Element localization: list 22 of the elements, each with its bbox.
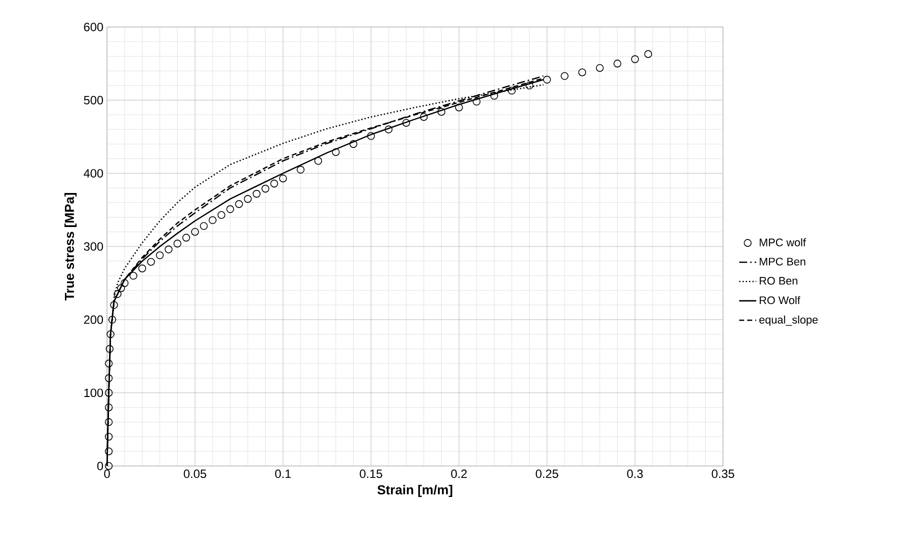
y-tick-label: 500 (84, 96, 104, 104)
legend-label: MPC Ben (760, 258, 806, 266)
x-tick-label: 0.1 (275, 470, 291, 478)
y-tick-label: 400 (84, 169, 104, 178)
legend-label: RO Ben (760, 276, 798, 285)
y-tick-label: 0 (97, 462, 104, 470)
x-tick-label: 0.05 (184, 470, 206, 478)
legend-label: equal_slope (759, 316, 818, 326)
y-tick-label: 100 (84, 388, 104, 398)
x-tick-label: 0 (104, 470, 110, 478)
y-tick-label: 200 (84, 315, 104, 324)
legend-label: RO Wolf (760, 296, 800, 304)
y-tick-label: 300 (84, 242, 104, 251)
x-tick-label: 0.35 (712, 470, 734, 478)
x-axis-title: Strain [m/m] (377, 484, 452, 497)
y-tick-label: 600 (84, 22, 104, 32)
x-tick-label: 0.3 (627, 470, 643, 478)
x-tick-label: 0.2 (451, 470, 467, 478)
x-tick-label: 0.15 (360, 470, 382, 478)
legend-label: MPC wolf (760, 238, 806, 246)
x-tick-label: 0.25 (536, 470, 558, 478)
y-axis-title: True stress [MPa] (64, 193, 77, 301)
